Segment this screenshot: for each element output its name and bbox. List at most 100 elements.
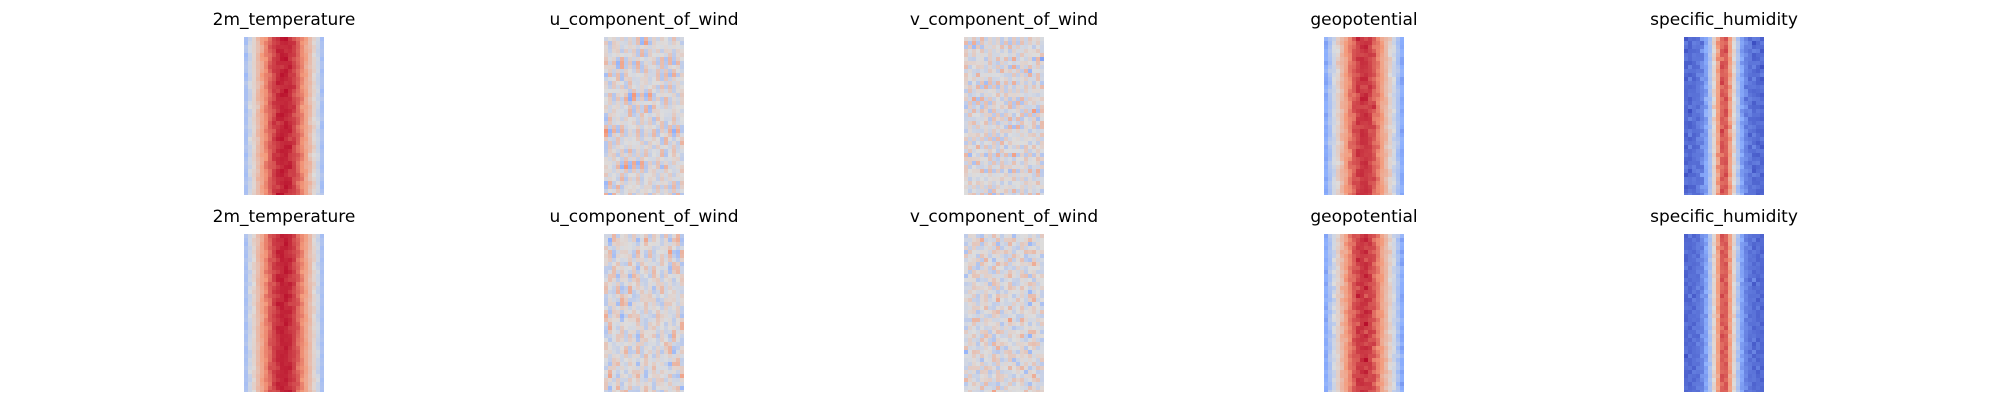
heatmap-cell (1036, 49, 1041, 54)
heatmap-cell (1684, 173, 1689, 178)
heatmap-cell (656, 109, 661, 114)
heatmap-cell (1324, 65, 1329, 70)
heatmap-cell (1004, 85, 1009, 90)
heatmap-cell (1040, 121, 1044, 126)
heatmap-cell (1032, 41, 1037, 46)
heatmap-cell (972, 45, 977, 50)
heatmap-cell (992, 85, 997, 90)
heatmap-cell (1696, 97, 1701, 102)
heatmap-cell (256, 370, 261, 375)
heatmap-cell (644, 101, 649, 106)
heatmap-cell (1704, 117, 1709, 122)
heatmap-cell (252, 318, 257, 323)
heatmap-cell (1008, 121, 1013, 126)
heatmap-cell (1724, 169, 1729, 174)
heatmap-cell (608, 177, 613, 182)
heatmap-cell (1372, 189, 1377, 194)
heatmap-cell (612, 250, 617, 255)
heatmap-cell (1360, 125, 1365, 130)
heatmap-cell (1352, 129, 1357, 134)
heatmap-cell (1712, 37, 1717, 42)
heatmap-cell (268, 165, 273, 170)
heatmap-cell (1716, 169, 1721, 174)
heatmap-cell (1376, 189, 1381, 194)
heatmap-cell (664, 121, 669, 126)
heatmap-cell (276, 41, 281, 46)
heatmap-cell (1372, 73, 1377, 78)
heatmap-cell (984, 65, 989, 70)
heatmap-cell (1008, 161, 1013, 166)
heatmap-cell (1740, 81, 1745, 86)
heatmap-cell (1012, 101, 1017, 106)
heatmap-cell (288, 41, 293, 46)
heatmap-cell (304, 242, 309, 247)
heatmap-cell (300, 330, 305, 335)
heatmap-cell (1328, 73, 1333, 78)
heatmap-cell (284, 294, 289, 299)
heatmap-cell (1364, 149, 1369, 154)
heatmap-cell (1344, 93, 1349, 98)
heatmap-cell (1360, 153, 1365, 158)
heatmap-cell (268, 258, 273, 263)
heatmap-cell (1332, 129, 1337, 134)
heatmap-cell (260, 185, 265, 190)
heatmap-cell (1032, 73, 1037, 78)
heatmap-cell (260, 181, 265, 186)
heatmap-cell (1716, 101, 1721, 106)
heatmap-cell (1740, 189, 1745, 194)
heatmap-cell (272, 238, 277, 243)
heatmap-cell (1400, 89, 1404, 94)
heatmap-cell (996, 53, 1001, 58)
heatmap-cell (1324, 125, 1329, 130)
heatmap-cell (248, 354, 253, 359)
heatmap-cell (640, 262, 645, 267)
heatmap-cell (676, 77, 681, 82)
heatmap-cell (660, 258, 665, 263)
heatmap-cell (280, 73, 285, 78)
heatmap-cell (620, 45, 625, 50)
heatmap-cell (1344, 57, 1349, 62)
heatmap-cell (1032, 109, 1037, 114)
heatmap-cell (984, 133, 989, 138)
heatmap-cell (316, 181, 321, 186)
heatmap-cell (1704, 129, 1709, 134)
heatmap-cell (300, 185, 305, 190)
heatmap-cell (660, 157, 665, 162)
heatmap-cell (1392, 157, 1397, 162)
heatmap-cell (312, 69, 317, 74)
heatmap-cell (640, 73, 645, 78)
heatmap-cell (1760, 145, 1764, 150)
heatmap-cell (1368, 181, 1373, 186)
heatmap-cell (628, 117, 633, 122)
heatmap-cell (632, 45, 637, 50)
heatmap-cell (256, 129, 261, 134)
heatmap-cell (1756, 157, 1761, 162)
heatmap-cell (668, 246, 673, 251)
heatmap-cell (1388, 93, 1393, 98)
heatmap-cell (624, 113, 629, 118)
heatmap-cell (984, 117, 989, 122)
heatmap-cell (1012, 49, 1017, 54)
heatmap-cell (968, 81, 973, 86)
heatmap-cell (652, 65, 657, 70)
heatmap-cell (1012, 149, 1017, 154)
heatmap-cell (1740, 169, 1745, 174)
heatmap-cell (296, 250, 301, 255)
heatmap-cell (1360, 77, 1365, 82)
heatmap-cell (664, 77, 669, 82)
heatmap-cell (1384, 193, 1389, 195)
heatmap-cell (1716, 121, 1721, 126)
heatmap-cell (1744, 77, 1749, 82)
heatmap-cell (660, 181, 665, 186)
heatmap-cell (292, 250, 297, 255)
heatmap-cell (980, 177, 985, 182)
heatmap-cell (308, 193, 313, 195)
heatmap-cell (1696, 185, 1701, 190)
heatmap-cell (628, 173, 633, 178)
heatmap-cell (1040, 53, 1044, 58)
heatmap-cell (260, 105, 265, 110)
heatmap-cell (1368, 189, 1373, 194)
heatmap-cell (1328, 181, 1333, 186)
heatmap-cell (1728, 101, 1733, 106)
heatmap-cell (1760, 161, 1764, 166)
